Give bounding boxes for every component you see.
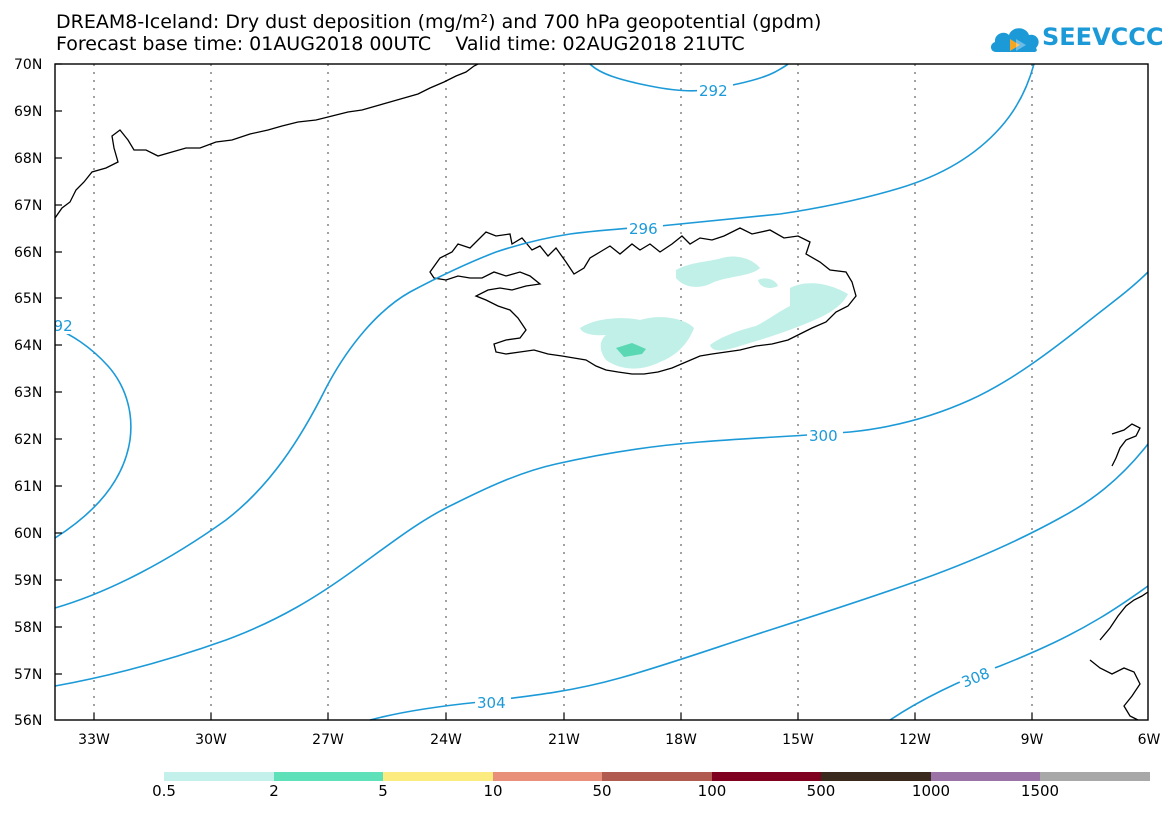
map-frame bbox=[54, 63, 1149, 721]
legend-swatch bbox=[164, 772, 274, 781]
logo-text: SEEVCCC bbox=[1042, 23, 1164, 51]
lat-label: 66N bbox=[14, 245, 42, 261]
lat-label: 65N bbox=[14, 291, 42, 307]
contour-label-304: 304 bbox=[477, 694, 506, 712]
legend-label: 0.5 bbox=[152, 782, 176, 800]
faroe-islands-coastline bbox=[1111, 423, 1141, 467]
lat-label: 57N bbox=[14, 667, 42, 683]
legend-swatch bbox=[493, 772, 603, 781]
latitude-labels: 70N 69N 68N 67N 66N 65N 64N 63N 62N 61N … bbox=[14, 57, 42, 729]
lon-label: 33W bbox=[78, 732, 110, 748]
lon-label: 30W bbox=[195, 732, 227, 748]
legend-label: 2 bbox=[269, 782, 279, 800]
lat-label: 64N bbox=[14, 338, 42, 354]
lat-label: 61N bbox=[14, 479, 42, 495]
legend-swatch bbox=[274, 772, 384, 781]
legend-label: 5 bbox=[378, 782, 388, 800]
axis-ticks bbox=[55, 63, 1033, 720]
contour-label-300: 300 bbox=[809, 427, 838, 445]
lat-label: 63N bbox=[14, 385, 42, 401]
legend-label: 1500 bbox=[1020, 782, 1060, 800]
forecast-base-time: Forecast base time: 01AUG2018 00UTC bbox=[56, 33, 432, 55]
contour-300 bbox=[54, 271, 1149, 687]
lon-label: 27W bbox=[312, 732, 344, 748]
lat-label: 60N bbox=[14, 526, 42, 542]
contour-304 bbox=[369, 443, 1149, 721]
lat-label: 68N bbox=[14, 151, 42, 167]
legend-swatch bbox=[1040, 772, 1150, 781]
legend-label: 100 bbox=[697, 782, 727, 800]
lat-label: 59N bbox=[14, 573, 42, 589]
legend-label: 50 bbox=[592, 782, 612, 800]
valid-time: Valid time: 02AUG2018 21UTC bbox=[455, 33, 745, 55]
meridian-gridlines bbox=[93, 64, 1033, 720]
lat-label: 56N bbox=[14, 713, 42, 729]
contour-292-west bbox=[54, 327, 132, 539]
legend-swatch bbox=[931, 772, 1041, 781]
lon-label: 15W bbox=[782, 732, 814, 748]
contour-296 bbox=[54, 63, 1035, 609]
lon-label: 9W bbox=[1021, 732, 1044, 748]
lat-label: 62N bbox=[14, 432, 42, 448]
legend-label: 10 bbox=[483, 782, 503, 800]
map-subtitle: Forecast base time: 01AUG2018 00UTC Vali… bbox=[56, 34, 745, 54]
legend-label: 500 bbox=[806, 782, 836, 800]
legend-swatch bbox=[602, 772, 712, 781]
coastlines bbox=[54, 63, 1149, 721]
longitude-labels: 33W 30W 27W 24W 21W 18W 15W 12W 9W 6W bbox=[78, 732, 1160, 748]
cloud-icon bbox=[990, 28, 1039, 52]
lon-label: 21W bbox=[548, 732, 580, 748]
legend-swatch bbox=[712, 772, 822, 781]
scotland-coastline bbox=[1089, 591, 1149, 721]
map-title: DREAM8-Iceland: Dry dust deposition (mg/… bbox=[56, 11, 822, 33]
contour-292-north bbox=[589, 63, 789, 92]
dust-deposition-areas bbox=[580, 256, 848, 369]
lon-label: 12W bbox=[899, 732, 931, 748]
lon-label: 6W bbox=[1138, 732, 1161, 748]
iceland-coastline bbox=[429, 227, 857, 375]
contour-308 bbox=[889, 585, 1149, 721]
dust-deposition-peak bbox=[616, 343, 646, 357]
contour-labels: 292 296 300 304 308 292 bbox=[44, 81, 999, 712]
geopotential-contours bbox=[54, 63, 1149, 721]
contour-label-292-north: 292 bbox=[699, 82, 728, 100]
lon-label: 24W bbox=[430, 732, 462, 748]
lat-label: 67N bbox=[14, 198, 42, 214]
legend-label: 1000 bbox=[911, 782, 951, 800]
lat-label: 58N bbox=[14, 620, 42, 636]
legend-swatch bbox=[821, 772, 931, 781]
seevccc-logo: SEEVCCC bbox=[988, 18, 1164, 58]
legend-swatch bbox=[383, 772, 493, 781]
lat-label: 70N bbox=[14, 57, 42, 73]
lon-label: 18W bbox=[665, 732, 697, 748]
contour-label-296: 296 bbox=[629, 220, 658, 238]
lat-label: 69N bbox=[14, 104, 42, 120]
legend-colorbar bbox=[164, 772, 1150, 781]
greenland-coastline bbox=[54, 63, 479, 219]
